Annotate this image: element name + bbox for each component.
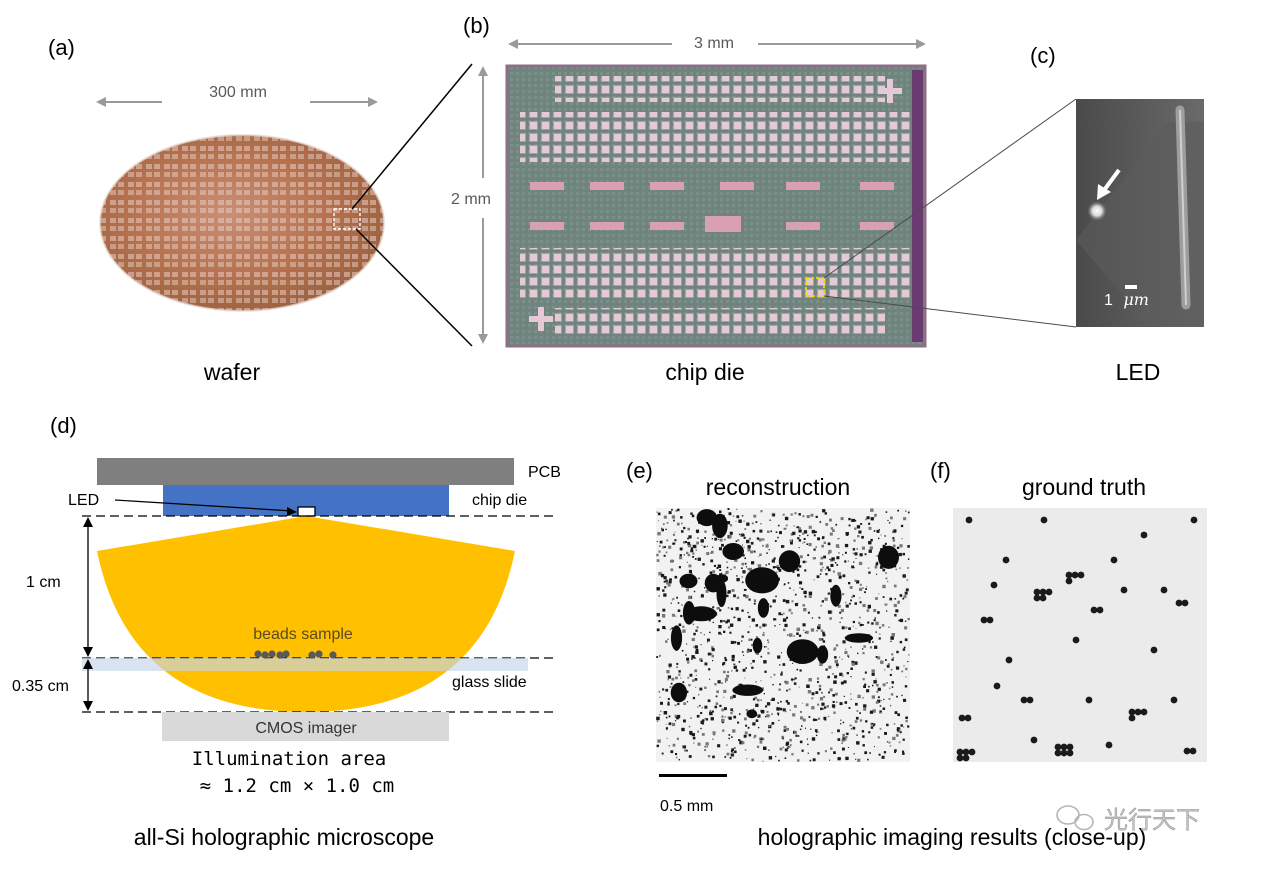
- panel-c: (c) 1 μm LED: [1030, 43, 1204, 385]
- watermark-text: 光行天下: [1104, 807, 1200, 834]
- panel-b-tag: (b): [463, 13, 490, 38]
- ground-truth-title: ground truth: [1022, 474, 1146, 500]
- glass-slide-label: glass slide: [452, 674, 527, 691]
- die-width-arrow: [508, 39, 926, 49]
- led-source: [297, 506, 316, 517]
- distance-arrow-2: [83, 659, 93, 711]
- led-scale-label: 1 μm: [1104, 290, 1149, 309]
- distance-2-label: 0.35 cm: [12, 678, 69, 695]
- panel-f: (f) ground truth: [930, 458, 1207, 762]
- die-width-label: 3 mm: [694, 35, 734, 52]
- panel-e: (e) reconstruction 0.5 mm: [626, 458, 910, 815]
- chip-die-layer-label: chip die: [472, 492, 527, 509]
- chip-die-image: [505, 64, 927, 348]
- watermark: 光行天下: [1056, 805, 1200, 834]
- distance-1-label: 1 cm: [26, 574, 61, 591]
- beads-sample: [254, 650, 337, 659]
- wafer-caption: wafer: [203, 359, 261, 385]
- cmos-imager-layer: [162, 712, 449, 741]
- reconstruction-title: reconstruction: [706, 474, 850, 500]
- led-scale-bar: [1125, 285, 1137, 289]
- scale-bar-label: 0.5 mm: [660, 798, 713, 815]
- panel-b: (b) 3 mm 2 mm: [451, 13, 927, 385]
- illumination-area-line1: Illumination area: [192, 748, 386, 770]
- led-caption: LED: [1116, 359, 1161, 385]
- panel-e-tag: (e): [626, 458, 653, 483]
- pcb-label: PCB: [528, 464, 561, 481]
- results-caption: holographic imaging results (close-up): [758, 824, 1147, 850]
- scale-bar: [659, 774, 727, 777]
- distance-arrow-1: [83, 517, 93, 657]
- cmos-imager-label: CMOS imager: [255, 720, 357, 737]
- chip-die-caption: chip die: [665, 359, 744, 385]
- zoom-lines-a-b: [351, 63, 473, 347]
- zoom-lines-b-c: [823, 98, 1077, 328]
- wafer-image: [99, 134, 385, 312]
- panel-c-tag: (c): [1030, 43, 1056, 68]
- panel-a: (a) 300 mm wafer: [48, 35, 385, 385]
- illumination-area-line2: ≈ 1.2 cm × 1.0 cm: [200, 775, 394, 797]
- beads-sample-label: beads sample: [253, 626, 353, 643]
- panel-f-tag: (f): [930, 458, 951, 483]
- led-source-label: LED: [68, 492, 99, 509]
- led-scale-unit: μm: [1123, 290, 1149, 309]
- wechat-logo-icon: [1056, 805, 1094, 831]
- wafer-dimension-arrow: [96, 97, 378, 107]
- led-label-pointer: [114, 499, 297, 516]
- panel-d-tag: (d): [50, 413, 77, 438]
- panel-d: (d) PCB chip die LED glass slide beads s…: [12, 413, 561, 850]
- led-pointer-arrow-icon: [1097, 168, 1121, 200]
- wafer-dimension-label: 300 mm: [209, 84, 267, 101]
- die-height-arrow: [478, 66, 488, 344]
- glass-slide-layer: [82, 658, 528, 671]
- microscope-caption: all-Si holographic microscope: [134, 824, 434, 850]
- panel-a-tag: (a): [48, 35, 75, 60]
- die-height-label: 2 mm: [451, 191, 491, 208]
- led-micrograph: [1076, 99, 1204, 327]
- ground-truth-image: [953, 508, 1207, 762]
- led-scale-number: 1: [1104, 292, 1113, 309]
- reconstruction-image: [656, 508, 910, 762]
- pcb-layer: [97, 458, 514, 485]
